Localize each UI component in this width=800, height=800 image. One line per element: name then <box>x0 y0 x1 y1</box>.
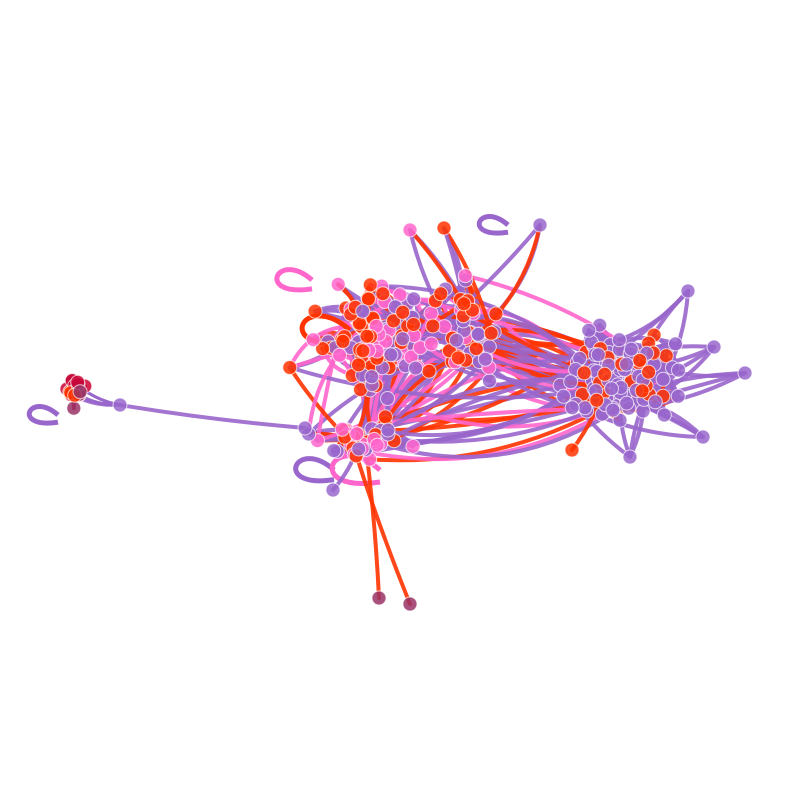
graph-node <box>334 421 350 437</box>
graph-node <box>470 326 486 342</box>
graph-node <box>386 313 401 329</box>
graph-node <box>448 332 464 348</box>
graph-node <box>634 383 650 399</box>
graph-node <box>668 336 683 352</box>
graph-node <box>456 296 472 312</box>
graph-node <box>421 363 437 379</box>
graph-node <box>589 392 605 408</box>
loop-edge <box>274 267 314 293</box>
graph-node <box>380 391 395 406</box>
graph-node <box>605 402 621 418</box>
graph-node <box>604 381 619 397</box>
graph-node <box>556 388 571 404</box>
graph-node <box>563 374 579 390</box>
graph-node <box>436 220 452 236</box>
graph-node <box>359 328 375 344</box>
node-layer <box>59 217 753 612</box>
pendant-node <box>371 590 387 606</box>
graph-edge <box>118 403 307 430</box>
graph-node <box>351 441 367 457</box>
graph-node <box>619 395 635 411</box>
graph-node <box>402 222 418 238</box>
graph-node <box>335 333 351 349</box>
graph-node <box>377 409 393 425</box>
graph-node <box>737 365 753 381</box>
graph-node <box>655 371 671 387</box>
graph-node <box>423 336 439 352</box>
graph-node <box>369 437 385 453</box>
graph-node <box>325 482 341 498</box>
graph-node <box>647 394 663 410</box>
graph-node <box>364 369 380 385</box>
bridge-node <box>112 397 128 413</box>
graph-node <box>383 347 399 363</box>
graph-node <box>483 325 499 341</box>
graph-node <box>564 400 580 416</box>
graph-edge <box>306 326 365 436</box>
graph-edge <box>352 448 412 606</box>
graph-node <box>380 422 396 438</box>
graph-node <box>425 318 441 334</box>
graph-node <box>406 317 421 332</box>
graph-node <box>305 332 321 348</box>
graph-node <box>457 268 473 284</box>
graph-node <box>408 360 424 376</box>
graph-node <box>680 283 696 299</box>
loop-edge <box>293 456 336 484</box>
graph-node <box>532 217 548 233</box>
graph-node <box>597 366 613 382</box>
graph-node <box>395 331 411 347</box>
graph-node <box>423 305 439 321</box>
graph-node <box>395 304 411 320</box>
graph-node <box>581 322 597 338</box>
graph-node <box>355 343 371 359</box>
graph-node <box>406 291 422 307</box>
graph-node <box>488 306 504 322</box>
graph-node <box>332 347 348 363</box>
graph-node <box>450 350 466 366</box>
graph-node <box>564 442 580 458</box>
graph-node <box>482 373 497 389</box>
graph-node <box>481 339 497 355</box>
graph-node <box>477 351 493 367</box>
graph-node <box>355 303 371 319</box>
graph-node <box>351 357 366 373</box>
graph-node <box>307 303 323 319</box>
graph-node <box>671 362 686 378</box>
loop-edge <box>476 214 510 236</box>
graph-node <box>330 276 346 292</box>
graph-node <box>656 407 672 423</box>
graph-node <box>405 438 421 454</box>
graph-node <box>623 341 639 357</box>
graph-node <box>611 332 627 348</box>
graph-node <box>66 400 82 416</box>
graph-node <box>695 429 711 445</box>
loop-edge <box>26 404 60 426</box>
graph-node <box>315 341 331 357</box>
graph-node <box>576 365 592 381</box>
graph-node <box>590 347 606 363</box>
graph-node <box>433 286 449 302</box>
graph-node <box>326 443 342 459</box>
graph-node <box>622 449 638 465</box>
graph-edge <box>408 228 463 302</box>
graph-node <box>362 277 378 293</box>
graph-node <box>706 339 722 355</box>
graph-node <box>619 356 634 372</box>
graph-node <box>282 360 298 375</box>
graph-node <box>375 286 391 302</box>
graph-node <box>349 426 365 442</box>
graph-node <box>72 384 88 400</box>
graph-edge <box>465 223 542 304</box>
bridge-node <box>297 420 313 436</box>
pendant-node <box>402 596 418 612</box>
graph-node <box>641 364 657 380</box>
graph-edge <box>379 284 614 391</box>
graph-node <box>670 388 686 404</box>
